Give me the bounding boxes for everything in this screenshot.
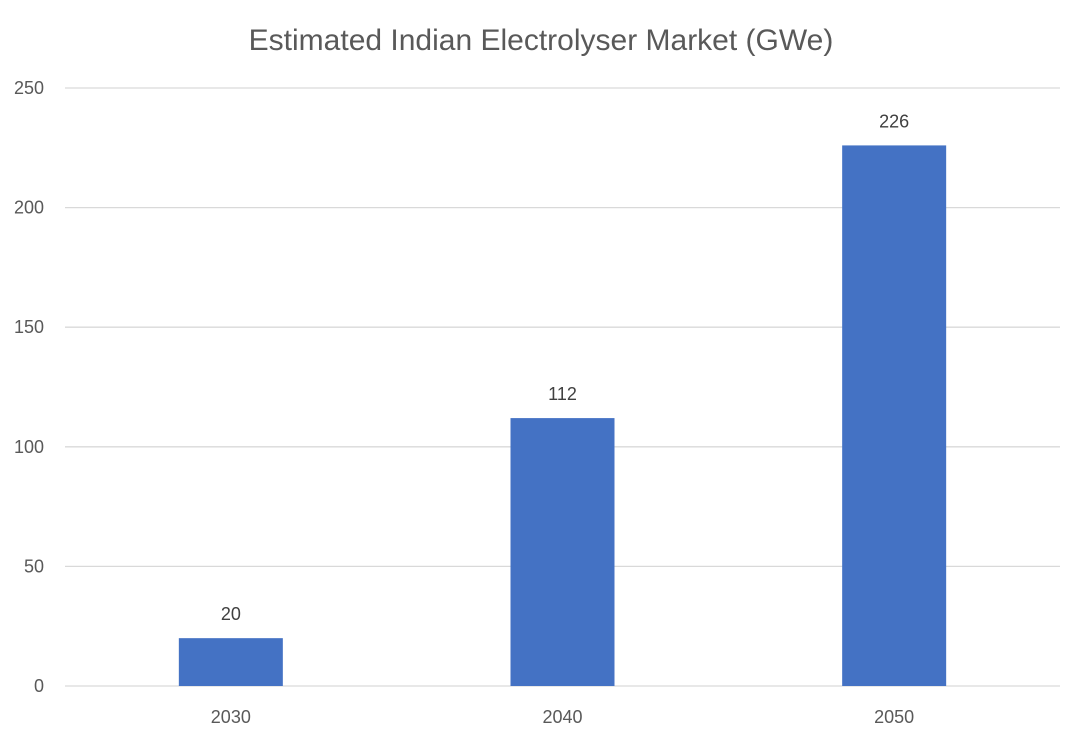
bar-2040 — [510, 418, 615, 686]
bars: 20 112 226 — [178, 111, 947, 686]
y-tick-label: 100 — [14, 437, 44, 457]
chart-title: Estimated Indian Electrolyser Market (GW… — [249, 24, 834, 57]
x-tick-label: 2030 — [211, 707, 251, 727]
data-label: 20 — [221, 604, 241, 624]
data-label: 112 — [548, 384, 577, 404]
bar-2030 — [178, 638, 283, 686]
x-axis-ticks: 2030 2040 2050 — [211, 707, 914, 727]
x-tick-label: 2040 — [542, 707, 582, 727]
x-tick-label: 2050 — [874, 707, 914, 727]
y-tick-label: 150 — [14, 317, 44, 337]
y-tick-label: 0 — [34, 676, 44, 696]
y-axis-ticks: 0 50 100 150 200 250 — [14, 78, 44, 696]
y-tick-label: 250 — [14, 78, 44, 98]
y-tick-label: 200 — [14, 198, 44, 218]
bar-2050 — [842, 145, 947, 686]
data-label: 226 — [879, 111, 909, 131]
y-tick-label: 50 — [24, 556, 44, 576]
